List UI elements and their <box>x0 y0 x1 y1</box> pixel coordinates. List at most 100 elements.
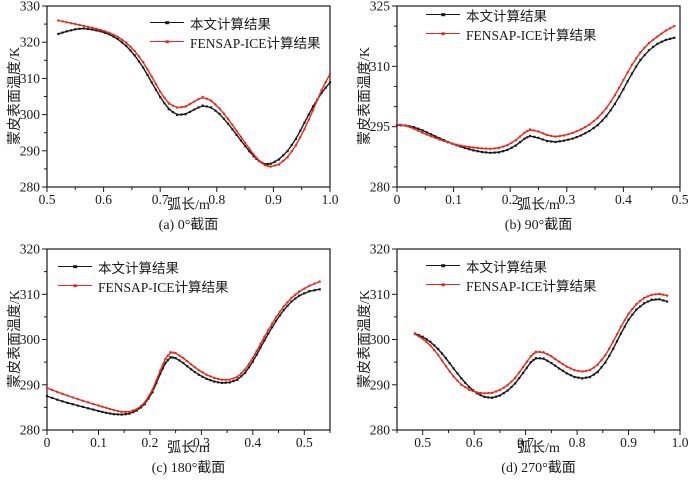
legend-item-series1: 本文计算结果 <box>426 5 597 24</box>
legend-label: 本文计算结果 <box>466 8 547 24</box>
subplot-a-caption: (a) 0°截面 <box>158 218 219 233</box>
subplot-c-plot: 0 0.1 0.2 0.3 0.4 0.5 280 290 300 310 320 <box>20 243 331 450</box>
svg-text:320: 320 <box>20 35 41 50</box>
axis-tick-labels: 0.5 0.6 0.7 0.8 0.9 1.0 280 290 300 310 320 330 <box>20 0 339 207</box>
series-markers-1 <box>57 19 332 168</box>
series-markers-0 <box>413 298 669 399</box>
svg-text:310: 310 <box>20 71 41 86</box>
series-line-1 <box>414 293 668 394</box>
legend-line-marker-black <box>150 20 184 25</box>
series-line-1 <box>396 25 675 150</box>
series-markers-1 <box>45 280 321 414</box>
svg-text:0.5: 0.5 <box>39 192 56 207</box>
legend-line-marker-red <box>426 282 460 287</box>
axis-tick-labels: 0 0.1 0.2 0.3 0.4 0.5 280 290 300 310 320 <box>20 243 313 450</box>
svg-text:0.5: 0.5 <box>672 192 689 207</box>
legend-item-series2: FENSAP-ICE计算结果 <box>58 276 229 295</box>
svg-text:290: 290 <box>20 143 41 158</box>
subplot-c: 0 0.1 0.2 0.3 0.4 0.5 280 290 300 310 320 蒙皮表面温度/K… <box>0 243 350 485</box>
axis-tick-labels: 0 0.1 0.2 0.3 0.4 0.5 280 295 310 325 <box>370 0 689 207</box>
subplot-b-caption: (b) 90°截面 <box>504 218 573 233</box>
svg-text:0.2: 0.2 <box>502 192 519 207</box>
svg-text:0.1: 0.1 <box>90 435 107 450</box>
series-markers-1 <box>395 24 676 150</box>
series-line-0 <box>46 288 320 416</box>
axis-ticks <box>392 248 681 435</box>
svg-text:320: 320 <box>370 243 391 257</box>
legend-line-marker-black <box>58 264 92 269</box>
subplot-a-legend: 本文计算结果 FENSAP-ICE计算结果 <box>150 13 321 51</box>
legend-item-series2: FENSAP-ICE计算结果 <box>150 32 321 51</box>
subplot-d-legend: 本文计算结果 FENSAP-ICE计算结果 <box>426 256 597 294</box>
legend-line-marker-red <box>150 39 184 44</box>
svg-text:310: 310 <box>20 287 41 302</box>
svg-text:280: 280 <box>370 423 391 438</box>
series-line-1 <box>46 280 320 413</box>
subplot-a-x-axis-label: 弧长/m <box>167 198 210 213</box>
svg-text:0.4: 0.4 <box>244 435 261 450</box>
subplot-b-legend: 本文计算结果 FENSAP-ICE计算结果 <box>426 5 597 43</box>
axis-ticks <box>392 5 681 192</box>
series-line-0 <box>396 37 675 154</box>
svg-text:280: 280 <box>20 423 41 438</box>
subplot-b-x-axis-label: 弧长/m <box>517 198 560 213</box>
svg-text:0.3: 0.3 <box>558 192 575 207</box>
svg-text:300: 300 <box>370 332 391 347</box>
svg-text:280: 280 <box>370 180 391 195</box>
svg-text:310: 310 <box>370 59 391 74</box>
svg-text:1.0: 1.0 <box>672 435 689 450</box>
svg-text:0.8: 0.8 <box>208 192 225 207</box>
subplot-a: 0.5 0.6 0.7 0.8 0.9 1.0 280 290 300 310 320 330 蒙皮表… <box>0 0 350 242</box>
legend-line-marker-red <box>426 31 460 36</box>
axis-ticks <box>42 248 331 435</box>
legend-item-series1: 本文计算结果 <box>426 256 597 275</box>
svg-text:0.5: 0.5 <box>414 435 431 450</box>
subplot-d-caption: (d) 270°截面 <box>501 461 576 476</box>
svg-text:0: 0 <box>44 435 51 450</box>
subplot-a-plot: 0.5 0.6 0.7 0.8 0.9 1.0 280 290 300 310 320 330 <box>20 0 339 207</box>
svg-text:330: 330 <box>20 0 41 14</box>
subplot-d-x-axis-label: 弧长/m <box>517 441 560 456</box>
axis-ticks <box>42 5 331 192</box>
svg-text:1.0: 1.0 <box>322 192 339 207</box>
svg-text:280: 280 <box>20 180 41 195</box>
subplot-d-plot: 0.5 0.6 0.7 0.8 0.9 1.0 280 290 300 310 320 <box>370 243 689 450</box>
subplot-d: 0.5 0.6 0.7 0.8 0.9 1.0 280 290 300 310 320 蒙皮表面温度… <box>350 243 700 485</box>
legend-label: FENSAP-ICE计算结果 <box>98 279 229 295</box>
legend-line-marker-red <box>58 283 92 288</box>
axis-tick-labels: 0.5 0.6 0.7 0.8 0.9 1.0 280 290 300 310 320 <box>370 243 689 450</box>
legend-label: 本文计算结果 <box>190 16 271 32</box>
legend-item-series1: 本文计算结果 <box>58 257 229 276</box>
subplot-c-y-axis-label: 蒙皮表面温度/K <box>8 290 23 388</box>
svg-text:0.9: 0.9 <box>265 192 282 207</box>
subplot-b-y-axis-label: 蒙皮表面温度/K <box>358 47 373 145</box>
legend-label: FENSAP-ICE计算结果 <box>466 278 597 294</box>
subplot-b-plot: 0 0.1 0.2 0.3 0.4 0.5 280 295 310 325 <box>370 0 689 207</box>
svg-text:0.9: 0.9 <box>620 435 637 450</box>
legend-line-marker-black <box>426 263 460 268</box>
svg-text:300: 300 <box>20 107 41 122</box>
svg-text:320: 320 <box>20 243 41 257</box>
svg-text:0.5: 0.5 <box>296 435 313 450</box>
svg-text:0.6: 0.6 <box>95 192 112 207</box>
svg-text:0: 0 <box>394 192 401 207</box>
series-markers-0 <box>57 27 332 166</box>
subplot-a-y-axis-label: 蒙皮表面温度/K <box>8 47 23 145</box>
svg-text:295: 295 <box>370 119 391 134</box>
subplot-c-x-axis-label: 弧长/m <box>167 441 210 456</box>
subplot-c-legend: 本文计算结果 FENSAP-ICE计算结果 <box>58 257 229 295</box>
svg-text:0.4: 0.4 <box>615 192 632 207</box>
subplot-c-caption: (c) 180°截面 <box>151 461 226 476</box>
svg-text:0.7: 0.7 <box>152 192 169 207</box>
svg-text:300: 300 <box>20 332 41 347</box>
svg-text:0.8: 0.8 <box>569 435 586 450</box>
subplot-b: 0 0.1 0.2 0.3 0.4 0.5 280 295 310 325 蒙皮表面温度/K 本文… <box>350 0 700 242</box>
svg-text:0.1: 0.1 <box>445 192 462 207</box>
series-markers-1 <box>413 292 669 395</box>
legend-item-series2: FENSAP-ICE计算结果 <box>426 275 597 294</box>
svg-text:290: 290 <box>20 377 41 392</box>
legend-item-series2: FENSAP-ICE计算结果 <box>426 24 597 43</box>
svg-text:0.3: 0.3 <box>193 435 210 450</box>
legend-label: FENSAP-ICE计算结果 <box>190 35 321 51</box>
